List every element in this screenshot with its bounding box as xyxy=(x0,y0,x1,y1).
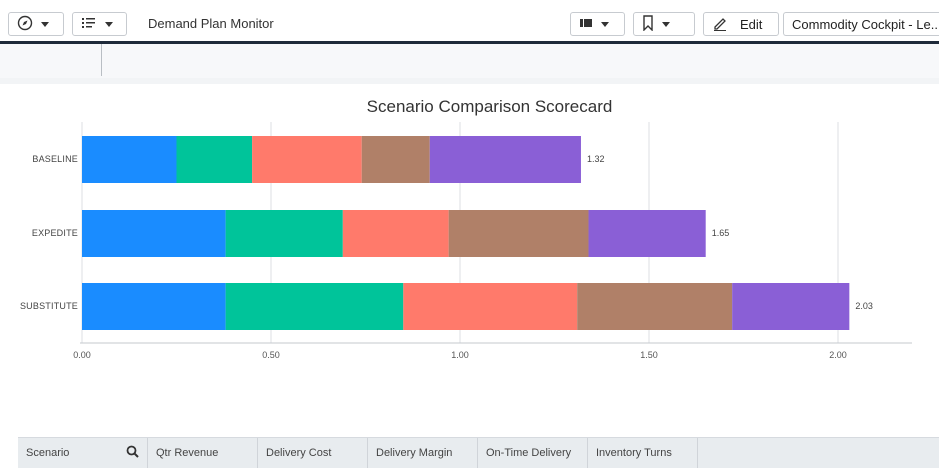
total-value-label: 1.65 xyxy=(711,227,730,238)
layout-icon xyxy=(579,17,593,32)
column-header-delivery-cost[interactable]: Delivery Cost xyxy=(258,438,368,468)
column-header-inventory-turns[interactable]: Inventory Turns xyxy=(588,438,698,468)
view-mode-button[interactable] xyxy=(570,12,625,36)
chevron-down-icon xyxy=(41,21,49,27)
column-header-qtr-revenue[interactable]: Qtr Revenue xyxy=(148,438,258,468)
bar-segment[interactable] xyxy=(82,283,226,330)
page-title: Demand Plan Monitor xyxy=(148,16,274,31)
bar-segment[interactable] xyxy=(225,210,343,257)
top-bar: Demand Plan Monitor Edit Commodity Cockp… xyxy=(0,0,939,44)
bar-segment[interactable] xyxy=(577,283,733,330)
bookmark-icon xyxy=(642,14,654,34)
bar-segment[interactable] xyxy=(342,210,449,257)
total-value-label: 2.03 xyxy=(855,300,873,311)
edit-button[interactable]: Edit xyxy=(703,12,779,36)
bar-segment[interactable] xyxy=(448,210,589,257)
edit-label: Edit xyxy=(740,16,763,32)
toolbar-divider xyxy=(101,44,102,76)
chart-title: Scenario Comparison Scorecard xyxy=(366,97,613,116)
bar-segment[interactable] xyxy=(732,283,850,330)
chevron-down-icon xyxy=(105,21,113,27)
column-label: Qtr Revenue xyxy=(156,447,219,459)
bar-segment[interactable] xyxy=(82,210,226,257)
column-label: Delivery Cost xyxy=(266,447,332,459)
column-label: On-Time Delivery xyxy=(486,447,572,459)
column-header-on-time-delivery[interactable]: On-Time Delivery xyxy=(478,438,588,468)
column-header-scenario[interactable]: Scenario xyxy=(18,438,148,468)
chevron-down-icon xyxy=(662,21,670,27)
column-label: Inventory Turns xyxy=(596,447,672,459)
compass-icon xyxy=(17,15,33,34)
x-tick-label: 1.00 xyxy=(451,350,469,360)
story-name-text: Commodity Cockpit - Le... xyxy=(792,16,939,32)
bar-segment[interactable] xyxy=(361,136,430,183)
x-tick-label: 0.50 xyxy=(262,350,280,360)
bar-segment[interactable] xyxy=(252,136,362,183)
table-header: Scenario Qtr Revenue Delivery Cost Deliv… xyxy=(18,437,939,468)
category-label: BASELINE xyxy=(32,153,78,164)
column-label: Scenario xyxy=(26,447,70,459)
search-icon[interactable] xyxy=(126,445,139,461)
outline-menu-button[interactable] xyxy=(72,12,127,36)
column-header-delivery-margin[interactable]: Delivery Margin xyxy=(368,438,478,468)
bar-segment[interactable] xyxy=(225,283,404,330)
total-value-label: 1.32 xyxy=(586,153,605,164)
pencil-icon xyxy=(712,15,728,34)
bar-segment[interactable] xyxy=(429,136,581,183)
bar-segment[interactable] xyxy=(588,210,706,257)
bar-segment[interactable] xyxy=(82,136,177,183)
category-label: SUBSTITUTE xyxy=(19,300,78,311)
x-tick-label: 1.50 xyxy=(640,350,658,360)
x-tick-label: 2.00 xyxy=(829,350,847,360)
bar-segment[interactable] xyxy=(176,136,253,183)
x-tick-label: 0.00 xyxy=(73,350,91,360)
secondary-toolbar xyxy=(0,44,939,78)
chevron-down-icon xyxy=(601,21,609,27)
list-icon xyxy=(81,16,97,33)
story-name-field[interactable]: Commodity Cockpit - Le... xyxy=(783,12,939,36)
category-label: EXPEDITE xyxy=(31,227,78,238)
column-label: Delivery Margin xyxy=(376,447,453,459)
bar-segment[interactable] xyxy=(403,283,578,330)
bookmark-button[interactable] xyxy=(633,12,695,36)
navigation-button[interactable] xyxy=(8,12,64,36)
